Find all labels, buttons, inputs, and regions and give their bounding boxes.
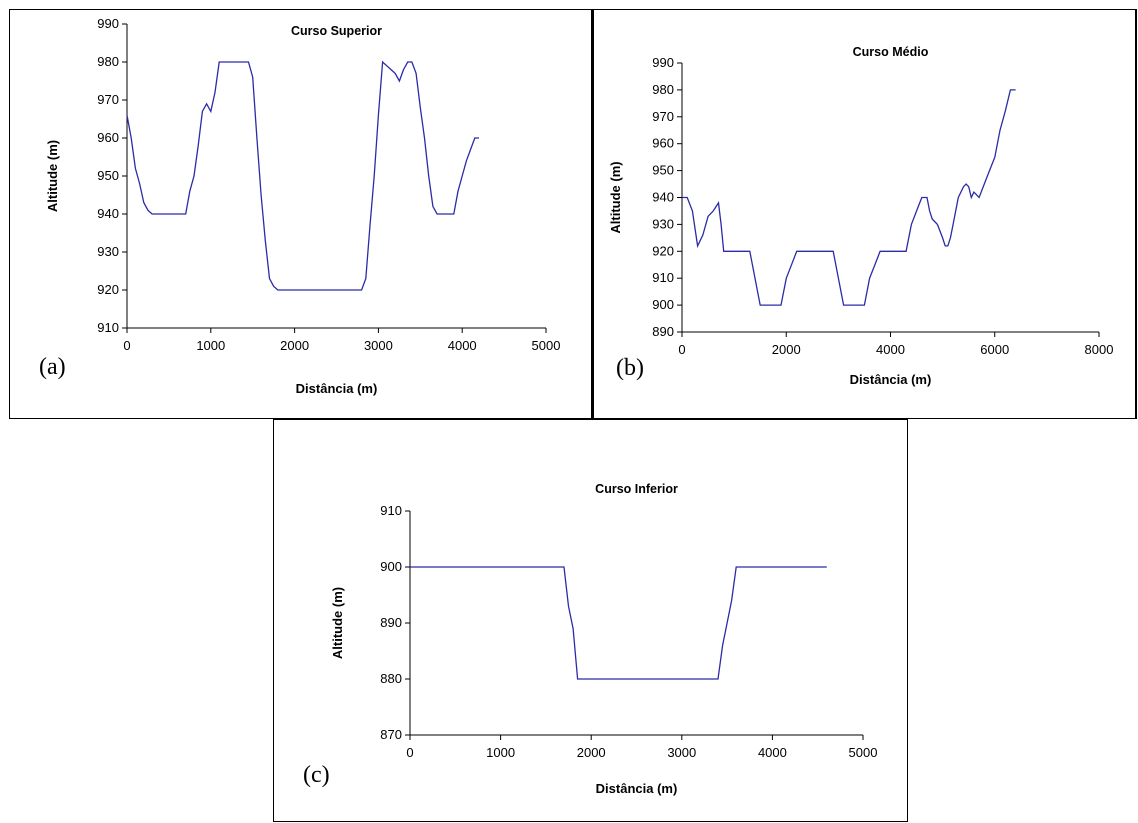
- chart-a-y-tick-label: 980: [97, 54, 119, 69]
- chart-c-x-tick-label: 3000: [667, 745, 696, 760]
- chart-a-panel-label: (a): [39, 354, 66, 380]
- chart-b-y-tick-label: 900: [652, 297, 674, 312]
- chart-a-y-axis-label: Altitude (m): [45, 140, 60, 212]
- chart-b-svg: 890 900 910 920 930 940 950 960 970 980 990 0 2000 40…: [608, 45, 1114, 387]
- chart-a-y-tick-label: 990: [97, 16, 119, 31]
- chart-b-x-axis-label: Distância (m): [850, 372, 932, 387]
- chart-b-y-tick-label: 970: [652, 109, 674, 124]
- chart-panel-c: 870 880 890 900 910 0 1000 2000 3000 4000 5000 Curs…: [273, 419, 908, 822]
- chart-a-x-tick-label: 0: [123, 338, 130, 353]
- chart-c-x-tick-label: 0: [406, 745, 413, 760]
- chart-a-x-tick-label: 4000: [448, 338, 477, 353]
- chart-a-series-line: [126, 60, 479, 291]
- chart-c-svg: 870 880 890 900 910 0 1000 2000 3000 4000 5000 Curs…: [303, 482, 878, 796]
- chart-a-y-tick-label: 920: [97, 282, 119, 297]
- chart-a-y-tick-label: 950: [97, 168, 119, 183]
- chart-c-y-tick-label: 870: [380, 727, 402, 742]
- chart-b-title: Curso Médio: [853, 45, 929, 59]
- chart-c-x-tick-label: 2000: [577, 745, 606, 760]
- chart-c-x-axis-label: Distância (m): [596, 781, 678, 796]
- chart-b-x-tick-label: 6000: [980, 342, 1009, 357]
- chart-a-y-tick-label: 970: [97, 92, 119, 107]
- chart-a-x-tick-label: 2000: [280, 338, 309, 353]
- chart-a-y-tick-label: 960: [97, 130, 119, 145]
- chart-panel-a: 910 920 930 940 950 960 970 980 990 0 1000 2000 3000…: [9, 9, 592, 419]
- chart-b-y-tick-label: 990: [652, 55, 674, 70]
- chart-b-y-tick-label: 960: [652, 136, 674, 151]
- chart-b-x-tick-label: 8000: [1085, 342, 1114, 357]
- chart-panel-b: 890 900 910 920 930 940 950 960 970 980 990 0 2000 40…: [592, 9, 1137, 419]
- chart-c-y-tick-label: 880: [380, 671, 402, 686]
- chart-c-y-axis-label: Altitude (m): [330, 587, 345, 659]
- chart-a-title: Curso Superior: [291, 24, 382, 38]
- chart-a-svg: 910 920 930 940 950 960 970 980 990 0 1000 2000 3000…: [39, 16, 561, 396]
- chart-a-y-tick-label: 930: [97, 244, 119, 259]
- chart-c-panel-label: (c): [303, 762, 330, 788]
- chart-a-x-tick-label: 5000: [532, 338, 561, 353]
- chart-c-x-tick-label: 5000: [849, 745, 878, 760]
- chart-b-y-tick-label: 930: [652, 216, 674, 231]
- chart-b-x-tick-label: 2000: [772, 342, 801, 357]
- chart-a-y-tick-label: 940: [97, 206, 119, 221]
- chart-a-x-tick-label: 3000: [364, 338, 393, 353]
- chart-b-y-tick-label: 920: [652, 243, 674, 258]
- chart-a-x-tick-label: 1000: [196, 338, 225, 353]
- chart-a-x-axis-label: Distância (m): [296, 381, 378, 396]
- chart-a-y-tick-label: 910: [97, 320, 119, 335]
- chart-b-y-tick-label: 980: [652, 82, 674, 97]
- chart-b-series-line: [682, 89, 1016, 306]
- chart-c-y-tick-label: 890: [380, 615, 402, 630]
- chart-c-x-tick-label: 4000: [758, 745, 787, 760]
- chart-c-x-tick-label: 1000: [486, 745, 515, 760]
- chart-b-y-tick-label: 950: [652, 163, 674, 178]
- chart-b-y-axis-label: Altitude (m): [608, 161, 623, 233]
- chart-c-y-tick-label: 910: [380, 503, 402, 518]
- chart-c-y-tick-label: 900: [380, 559, 402, 574]
- chart-c-series-line: [410, 566, 827, 680]
- chart-b-y-tick-label: 940: [652, 190, 674, 205]
- chart-b-x-tick-label: 0: [678, 342, 685, 357]
- chart-b-y-tick-label: 890: [652, 324, 674, 339]
- chart-b-panel-label: (b): [616, 355, 644, 381]
- chart-b-y-tick-label: 910: [652, 270, 674, 285]
- chart-b-x-tick-label: 4000: [876, 342, 905, 357]
- chart-c-title: Curso Inferior: [595, 482, 678, 496]
